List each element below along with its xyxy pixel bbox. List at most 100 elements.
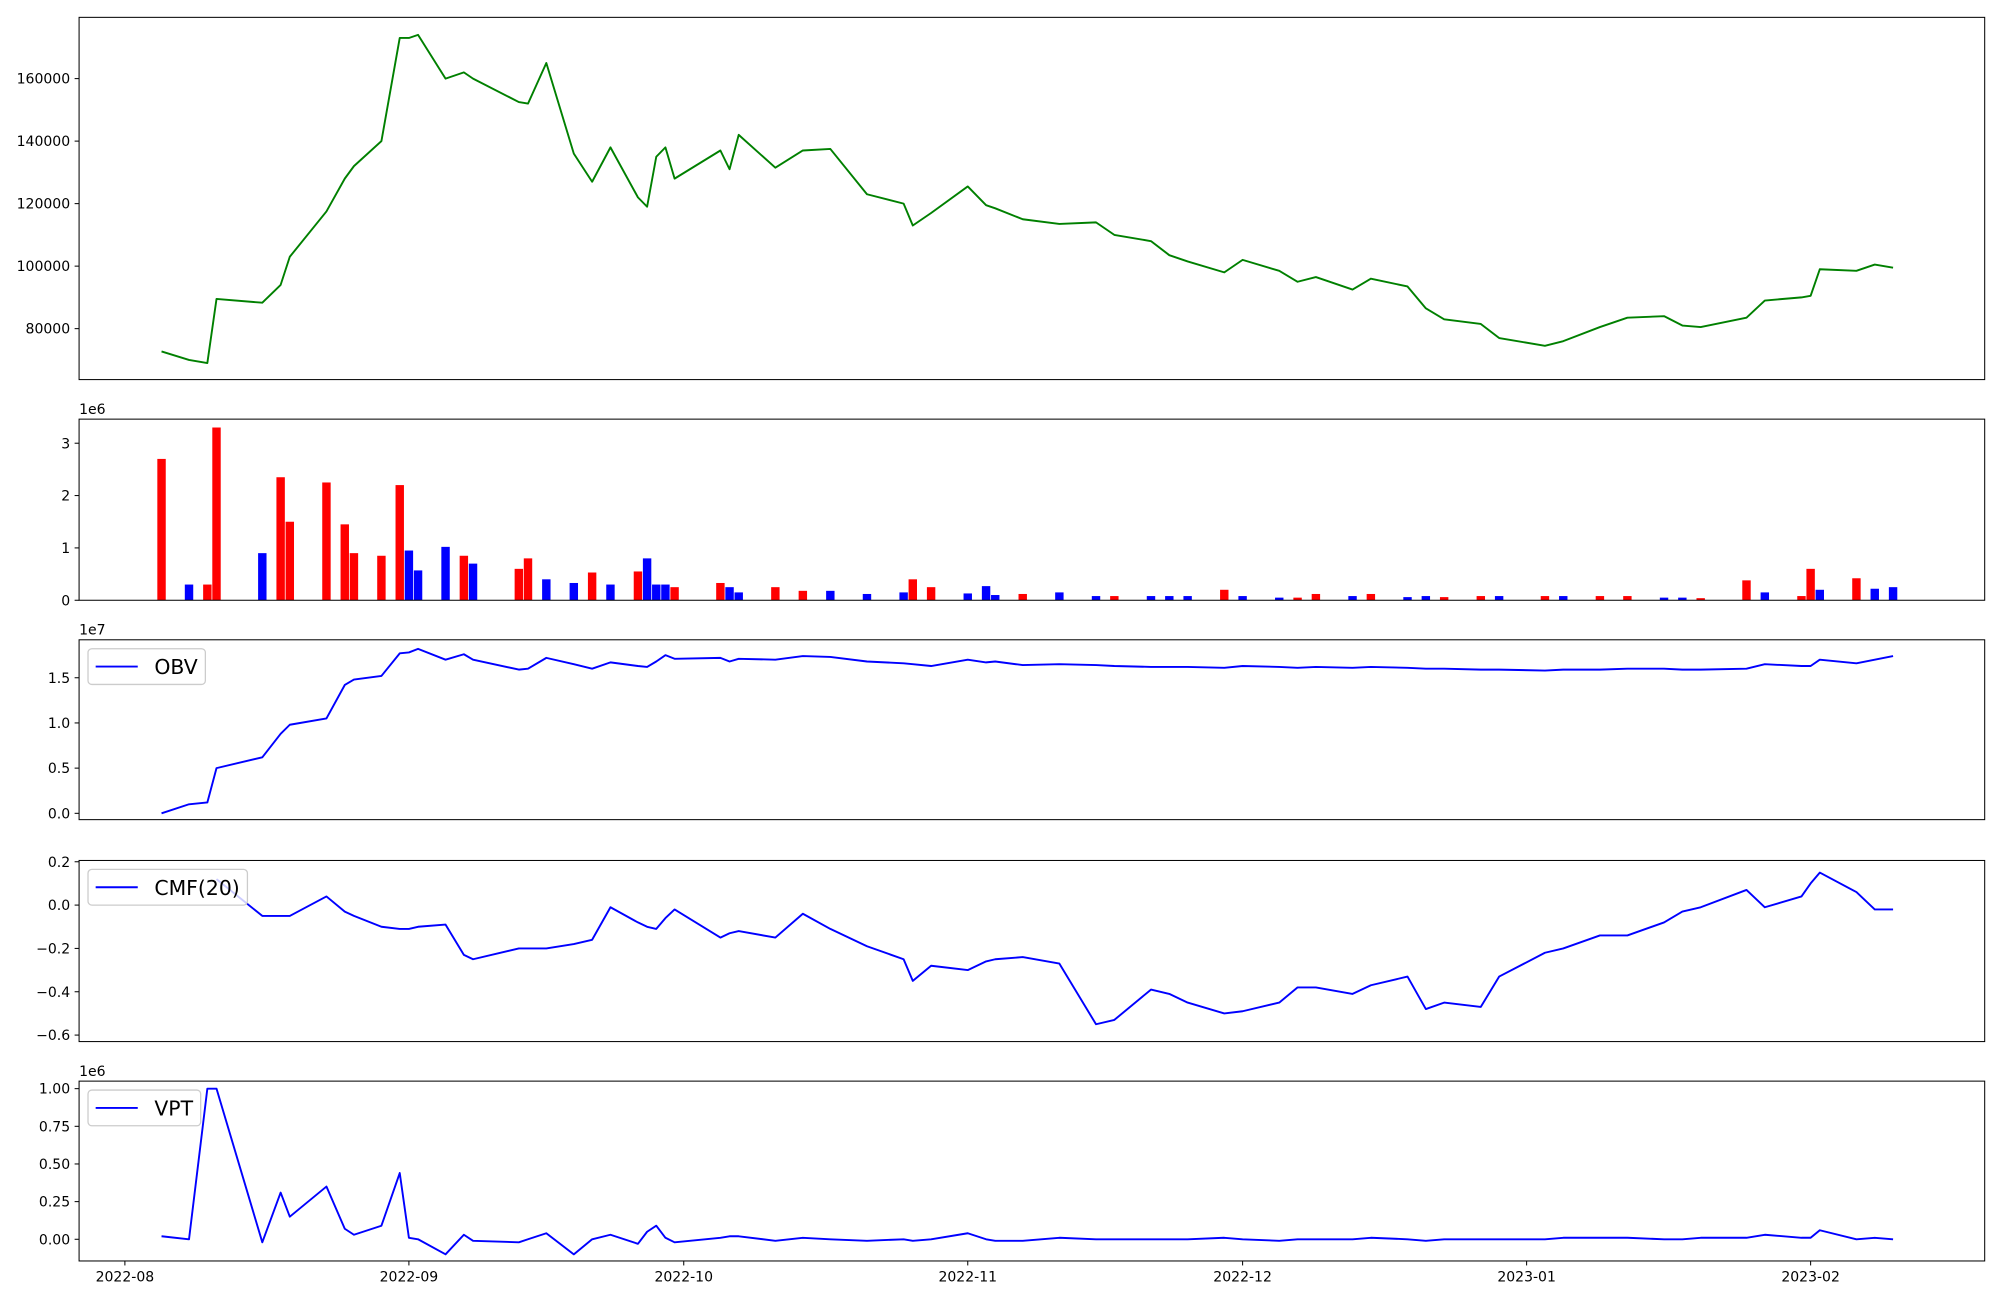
volume-bar [184,584,194,601]
series-line [161,647,1894,815]
volume-bar [1275,597,1284,601]
legend-box [87,648,207,686]
volume-bar [1559,596,1568,601]
y-tick-label: 1.00 [39,1082,70,1098]
volume-bar [1870,588,1879,601]
volume-bar [441,546,450,601]
x-tick-label: 2022-09 [380,1269,439,1285]
y-tick-label: 3 [61,436,70,452]
offset-text: 1e7 [79,623,105,639]
volume-bar [349,553,359,601]
volume-bar [413,570,423,601]
volume-bar [1852,578,1861,601]
volume-bar [652,584,661,601]
volume-bar [203,584,212,601]
volume-bar [1595,596,1605,601]
y-tick-label: 0.75 [39,1119,70,1135]
legend: VPT [87,1089,202,1127]
volume-bar [1018,593,1027,601]
volume-bar [826,590,835,601]
x-tick-label: 2022-12 [1213,1269,1272,1285]
legend-label: OBV [154,655,197,679]
y-tick-label: 0.0 [48,806,70,822]
x-tick-label: 2023-02 [1781,1269,1840,1285]
volume-bar [771,587,780,601]
volume-bar [734,592,743,601]
axes-frame [78,16,1986,381]
y-tick-label: 0.0 [48,898,70,914]
volume-bar [1815,589,1824,601]
panel: −0.6 −0.4 −0.2 0.0 0.2 CMF(20) [36,855,1986,1044]
volume-bar [1165,596,1174,601]
volume-bar [404,550,414,601]
volume-bar [1659,597,1669,601]
legend-label: CMF(20) [154,876,239,900]
volume-bar [661,584,670,601]
volume-bar [459,555,469,601]
legend-label: VPT [154,1097,193,1121]
legend-box [87,868,249,906]
volume-bar [1540,596,1550,601]
panel: 80000 100000 120000 140000 160000 [17,16,1986,381]
volume-bar [1806,568,1815,601]
volume-bar [587,572,597,601]
series-line [215,871,1894,1026]
x-tick-label: 2023-01 [1497,1269,1556,1285]
panel: 0.00 0.25 0.50 0.75 1.00 2022-08 2022-09 2022-1… [39,1064,1986,1285]
volume-bar [212,427,221,601]
series-line [161,33,1894,364]
volume-bar [1623,596,1632,601]
volume-bar [514,568,524,601]
axes-frame [78,639,1986,821]
y-tick-label: 2 [61,489,70,505]
y-tick-label: −0.2 [36,942,70,958]
volume-bar [1091,596,1101,601]
x-tick-label: 2022-10 [654,1269,713,1285]
y-tick-label: 100000 [17,259,71,275]
volume-bar [377,555,386,601]
y-tick-label: 0.00 [39,1232,70,1248]
y-tick-label: 1.5 [48,671,70,687]
offset-text: 1e6 [79,1064,106,1080]
volume-bar [1366,593,1376,601]
legend: CMF(20) [87,868,249,906]
panel: 0.0 0.5 1.0 1.5 1e7 OBV [48,623,1986,822]
volume-bar [157,458,166,601]
volume-bar [1110,596,1119,601]
volume-bar [633,571,643,601]
volume-bar [670,587,679,601]
volume-bar [991,595,1000,601]
volume-bar [523,558,533,601]
volume-bar [395,485,404,601]
offset-text: 1e6 [79,402,106,418]
y-tick-label: 1 [61,541,70,557]
volume-bar [1220,589,1229,601]
y-tick-label: 0 [61,593,70,609]
y-tick-label: 0.2 [48,855,70,871]
volume-bar [1476,596,1486,601]
axes-frame [78,418,1986,601]
axes-frame [78,859,1986,1043]
volume-bar [468,563,478,601]
volume-bar [716,582,725,601]
legend: OBV [87,648,207,686]
volume-bar [322,482,331,601]
volume-bar [908,579,917,601]
y-tick-label: 80000 [26,322,71,338]
y-tick-label: −0.6 [36,1028,70,1044]
panel: 0 1 2 3 1e6 [61,402,1986,609]
volume-bar [1238,596,1247,601]
volume-bar [258,553,267,601]
volume-bar [276,477,285,601]
volume-bar [1696,598,1705,601]
volume-bar [1183,596,1192,601]
y-tick-label: 120000 [17,197,71,213]
volume-bar [1439,597,1449,601]
y-tick-label: 0.25 [39,1195,70,1211]
series-line [161,1087,1894,1256]
volume-bar [1888,587,1898,601]
volume-bar [569,582,579,601]
volume-bar [1293,597,1302,601]
